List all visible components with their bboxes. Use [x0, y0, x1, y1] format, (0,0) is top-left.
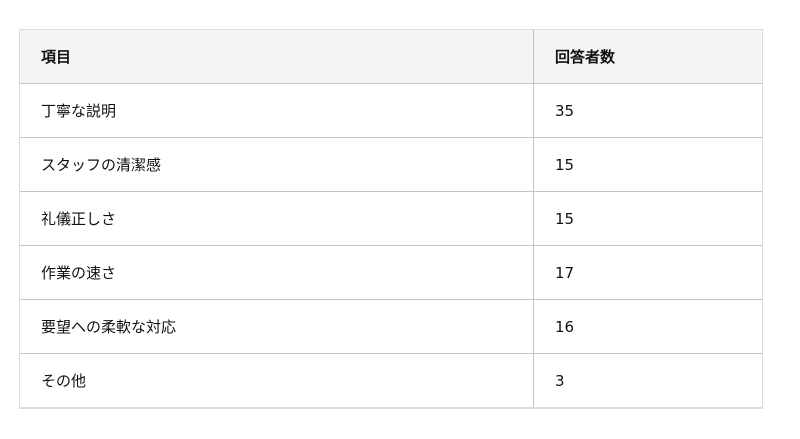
- survey-table: 項目 回答者数 丁寧な説明 35 スタッフの清潔感 15 礼儀正しさ 15 作業の速さ 17 要…: [19, 29, 763, 409]
- header-item: 項目: [20, 30, 534, 84]
- count-cell: 17: [533, 245, 762, 300]
- item-cell: 丁寧な説明: [20, 83, 534, 138]
- header-count: 回答者数: [533, 30, 762, 84]
- item-cell: 要望への柔軟な対応: [20, 299, 534, 354]
- item-cell: その他: [20, 353, 534, 408]
- table-row: 要望への柔軟な対応 16: [20, 299, 762, 354]
- table-header-row: 項目 回答者数: [20, 30, 762, 84]
- table-row: 作業の速さ 17: [20, 245, 762, 300]
- count-cell: 35: [533, 83, 762, 138]
- count-cell: 3: [533, 353, 762, 408]
- count-cell: 15: [533, 191, 762, 246]
- count-cell: 16: [533, 299, 762, 354]
- item-cell: 作業の速さ: [20, 245, 534, 300]
- table-row: 礼儀正しさ 15: [20, 191, 762, 246]
- table-row: スタッフの清潔感 15: [20, 137, 762, 192]
- item-cell: 礼儀正しさ: [20, 191, 534, 246]
- table-row: その他 3: [20, 353, 762, 408]
- count-cell: 15: [533, 137, 762, 192]
- table-row: 丁寧な説明 35: [20, 83, 762, 138]
- item-cell: スタッフの清潔感: [20, 137, 534, 192]
